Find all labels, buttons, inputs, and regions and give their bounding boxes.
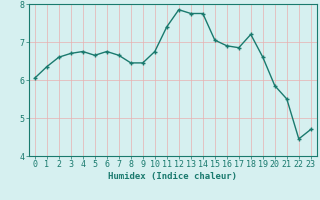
X-axis label: Humidex (Indice chaleur): Humidex (Indice chaleur) bbox=[108, 172, 237, 181]
